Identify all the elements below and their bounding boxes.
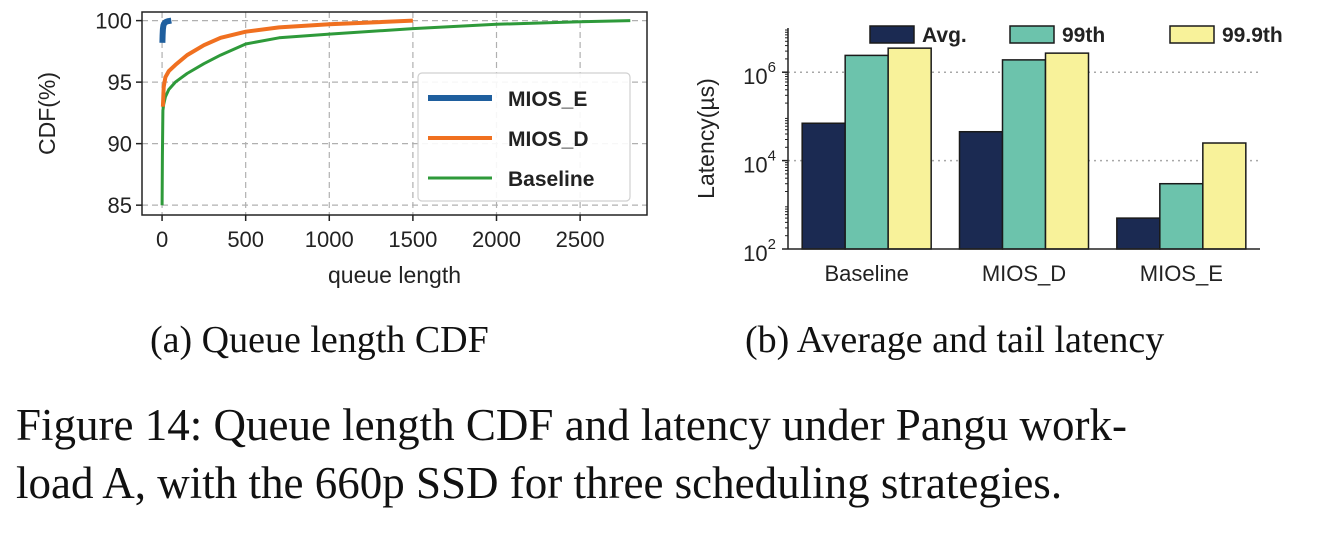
cdf-line-mios-e — [159, 17, 173, 43]
cdf-y-tick-label: 90 — [108, 132, 132, 157]
latency-bar-baseline-999th — [887, 47, 932, 250]
latency-legend: Avg. 99th 99.9th — [869, 24, 1283, 47]
latency-legend-swatch — [1009, 25, 1055, 44]
latency-bar-mios-d-avg — [958, 130, 1004, 250]
cdf-y-tick-label: 95 — [108, 70, 132, 95]
cdf-y-tick-label: 100 — [95, 9, 132, 34]
latency-x-tick-label: MIOS_D — [982, 261, 1066, 286]
latency-legend-swatch — [869, 25, 915, 44]
figure-caption: Figure 14: Queue length CDF and latency … — [16, 396, 1326, 512]
cdf-legend: MIOS_E MIOS_D Baseline — [417, 72, 631, 202]
latency-x-tick-label: MIOS_E — [1140, 261, 1223, 286]
latency-x-tick-label: Baseline — [824, 261, 908, 286]
cdf-y-tick-label: 85 — [108, 193, 132, 218]
cdf-plot-frame — [141, 11, 648, 216]
cdf-lines — [159, 17, 631, 206]
cdf-legend-label: MIOS_D — [508, 128, 589, 151]
latency-ticks: 102 104 106 Baseline MIOS_D MIOS_E — [743, 29, 1223, 286]
latency-axes — [787, 28, 1260, 250]
latency-legend-swatch — [1169, 25, 1215, 44]
cdf-legend-label: Baseline — [508, 168, 594, 191]
latency-bar-mios-e-avg — [1116, 217, 1161, 250]
cdf-x-axis-label: queue length — [328, 262, 461, 288]
cdf-legend-box — [417, 72, 631, 202]
cdf-line-mios-d — [160, 18, 413, 107]
latency-bar-mios-e-99th — [1159, 182, 1204, 250]
subcaption-a: (a) Queue length CDF — [150, 319, 489, 361]
latency-legend-label: 99th — [1062, 24, 1105, 47]
cdf-x-tick-label: 1000 — [305, 227, 354, 252]
latency-legend-label: 99.9th — [1222, 24, 1283, 47]
latency-bars — [801, 47, 1247, 250]
cdf-x-tick-label: 0 — [156, 227, 168, 252]
figure-caption-line-1: Figure 14: Queue length CDF and latency … — [16, 400, 1128, 450]
cdf-x-tick-label: 2000 — [472, 227, 521, 252]
latency-y-tick-label: 102 — [743, 236, 776, 266]
cdf-x-tick-label: 1500 — [388, 227, 437, 252]
figure-caption-line-2: load A, with the 660p SSD for three sche… — [16, 458, 1063, 508]
latency-bar-mios-e-999th — [1202, 142, 1247, 250]
latency-y-axis-label: Latency(µs) — [693, 78, 719, 199]
latency-legend-label: Avg. — [922, 24, 967, 47]
subcaption-b: (b) Average and tail latency — [745, 319, 1165, 361]
queue-length-cdf-chart: 0 500 1000 1500 2000 2500 85 90 95 100 queue leng… — [34, 9, 648, 288]
latency-bar-chart: 102 104 106 Baseline MIOS_D MIOS_E Latency(µs… — [693, 24, 1283, 286]
latency-bar-baseline-avg — [801, 122, 846, 250]
latency-bar-baseline-99th — [844, 54, 889, 250]
latency-bar-mios-d-999th — [1044, 52, 1090, 250]
latency-y-tick-label: 106 — [743, 59, 776, 89]
cdf-ticks: 0 500 1000 1500 2000 2500 85 90 95 100 — [95, 9, 604, 252]
latency-y-tick-label: 104 — [743, 148, 776, 178]
cdf-x-tick-label: 500 — [227, 227, 264, 252]
cdf-x-tick-label: 2500 — [556, 227, 605, 252]
latency-bar-mios-d-99th — [1001, 59, 1047, 250]
cdf-legend-label: MIOS_E — [508, 88, 587, 111]
cdf-y-axis-label: CDF(%) — [34, 72, 60, 155]
